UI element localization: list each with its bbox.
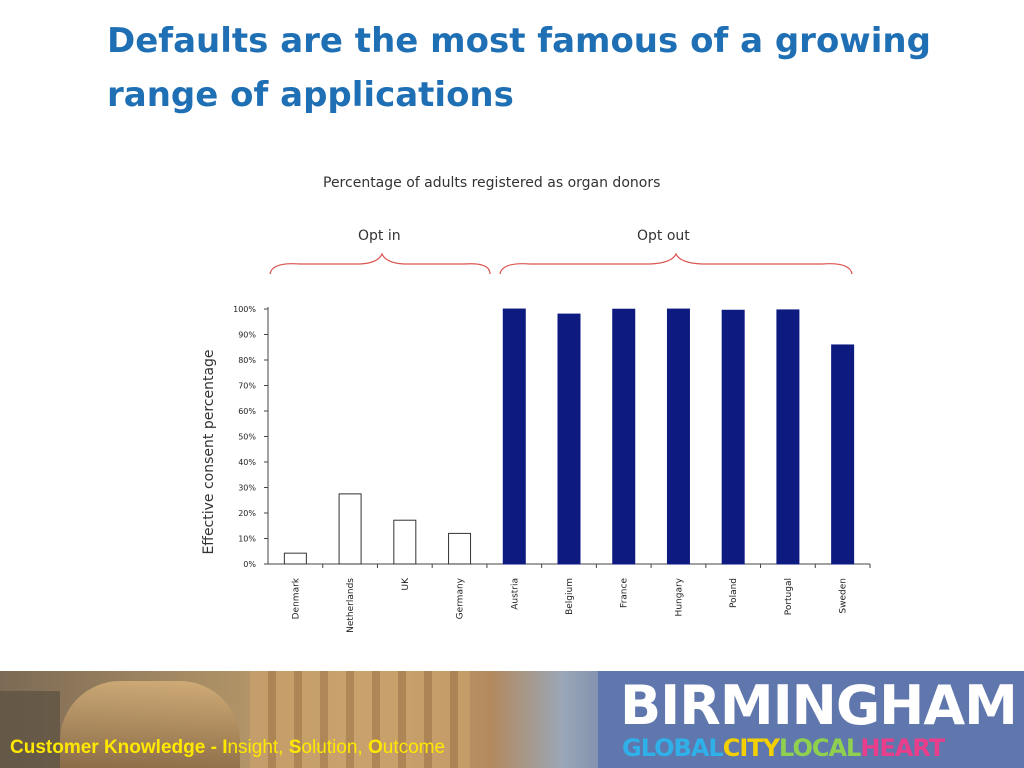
x-tick-label-portugal: Portugal [784,578,794,615]
x-tick-label-netherlands: Netherlands [346,578,356,633]
bar-france [612,308,636,565]
bar-netherlands [338,493,362,565]
footer-photo-facade [250,671,470,768]
y-tick-label: 30% [238,484,256,493]
bar-austria [502,308,526,565]
x-tick-label-austria: Austria [510,578,520,610]
y-tick-label: 60% [238,407,256,416]
bar-germany [448,532,472,565]
group-label-opt-out: Opt out [637,228,690,244]
footer-strapline: Customer Knowledge - Insight, Solution, … [10,737,445,759]
strap-s: S [288,737,302,758]
chart-title: Percentage of adults registered as organ… [323,175,661,191]
strap-s-rest: olution, [301,737,368,758]
footer-photo-statue [0,691,60,768]
y-tick-label: 90% [238,331,256,340]
x-tick-label-sweden: Sweden [839,578,849,614]
bar-portugal [776,309,800,565]
footer-photo-dome [60,681,240,768]
chart-ticks: 0% 10% 20% 30% 40% 50% 60% 70% 80% 90% 100% Denmark… [233,305,871,633]
y-tick-label: 70% [238,382,256,391]
strap-o: O [367,737,383,758]
tag-heart: HEART [860,734,945,762]
strap-i: I [222,737,228,758]
strap-o-rest: utcome [382,737,446,758]
bar-sweden [831,344,855,565]
brand-logo-name: BIRMINGHAM [620,674,1018,737]
tag-local: LOCAL [779,734,861,762]
x-tick-label-hungary: Hungary [674,577,684,616]
y-tick-label: 20% [238,509,256,518]
tag-global: GLOBAL [622,734,724,762]
strap-lead: Customer Knowledge - [10,737,223,758]
x-tick-label-poland: Poland [729,578,739,608]
y-tick-label: 10% [238,535,256,544]
y-tick-label: 50% [238,433,256,442]
tag-city: CITY [722,734,780,762]
x-tick-label-belgium: Belgium [565,578,575,615]
x-tick-label-france: France [620,578,630,608]
strap-i-rest: nsight, [227,737,289,758]
chart-bars [283,308,855,565]
brand-panel [598,671,1024,768]
y-tick-label: 0% [243,560,256,569]
bar-poland [721,309,745,565]
y-tick-label: 80% [238,356,256,365]
x-tick-label-uk: UK [401,577,411,591]
y-tick-label: 100% [233,305,256,314]
slide-title: Defaults are the most famous of a growin… [107,21,931,115]
bar-uk [393,519,417,565]
x-tick-label-germany: Germany [456,577,466,619]
y-tick-label: 40% [238,458,256,467]
bar-hungary [666,308,690,565]
brand-logo-tagline: GLOBALCITYLOCALHEART [622,733,945,763]
group-label-opt-in: Opt in [358,228,401,244]
opt-in-brace [269,252,491,275]
bar-belgium [557,313,581,565]
y-axis-title: Effective consent percentage [201,349,217,554]
bar-denmark [283,552,307,565]
x-tick-label-denmark: Denmark [291,577,301,619]
footer-banner: BIRMINGHAM GLOBALCITYLOCALHEART [0,671,1024,768]
organ-donor-bar-chart: Effective consent percentage 0% 10% 20% 30%… [201,252,871,633]
opt-out-brace [499,252,853,275]
